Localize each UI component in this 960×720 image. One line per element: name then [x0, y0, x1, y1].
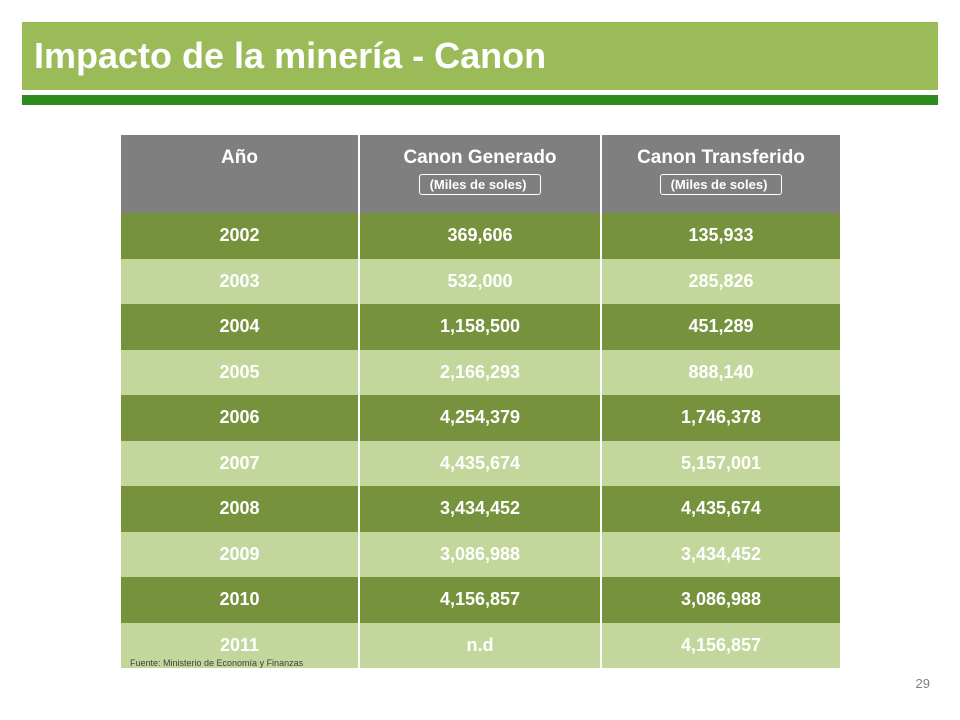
- table-row: 2004 1,158,500 451,289: [121, 304, 840, 350]
- cell-canon-transferido: 3,086,988: [600, 577, 840, 623]
- header-canon-transferido-unit: (Miles de soles): [659, 174, 783, 195]
- cell-canon-generado: n.d: [358, 622, 602, 668]
- title-bar: Impacto de la minería - Canon: [22, 22, 938, 90]
- table-row: 2007 4,435,674 5,157,001: [121, 440, 840, 486]
- table-row: 2008 3,434,452 4,435,674: [121, 486, 840, 532]
- cell-canon-generado: 4,435,674: [358, 440, 602, 486]
- header-canon-transferido-label: Canon Transferido: [637, 147, 805, 168]
- cell-canon-generado: 369,606: [358, 213, 602, 259]
- header-canon-generado: Canon Generado (Miles de soles): [358, 135, 602, 213]
- cell-canon-transferido: 135,933: [600, 213, 840, 259]
- table-row: 2003 532,000 285,826: [121, 258, 840, 304]
- cell-canon-transferido: 4,435,674: [600, 486, 840, 532]
- cell-canon-generado: 4,254,379: [358, 395, 602, 441]
- header-canon-transferido: Canon Transferido (Miles de soles): [600, 135, 840, 213]
- table-header-row: Año Canon Generado (Miles de soles) Cano…: [121, 135, 840, 213]
- cell-canon-transferido: 285,826: [600, 258, 840, 304]
- source-note: Fuente: Ministerio de Economía y Finanza…: [130, 658, 304, 668]
- cell-canon-transferido: 451,289: [600, 304, 840, 350]
- header-year-label: Año: [221, 147, 258, 168]
- cell-canon-transferido: 4,156,857: [600, 622, 840, 668]
- cell-year: 2003: [121, 258, 360, 304]
- cell-canon-generado: 2,166,293: [358, 349, 602, 395]
- table-row: 2010 4,156,857 3,086,988: [121, 577, 840, 623]
- cell-year: 2002: [121, 213, 360, 259]
- cell-canon-generado: 4,156,857: [358, 577, 602, 623]
- title-underline: [22, 95, 938, 105]
- cell-year: 2008: [121, 486, 360, 532]
- table-row: 2002 369,606 135,933: [121, 213, 840, 259]
- cell-canon-transferido: 1,746,378: [600, 395, 840, 441]
- cell-year: 2005: [121, 349, 360, 395]
- header-canon-generado-label: Canon Generado: [403, 147, 557, 168]
- cell-canon-generado: 3,086,988: [358, 531, 602, 577]
- cell-year: 2007: [121, 440, 360, 486]
- cell-canon-generado: 3,434,452: [358, 486, 602, 532]
- cell-year: 2010: [121, 577, 360, 623]
- cell-canon-generado: 532,000: [358, 258, 602, 304]
- cell-canon-transferido: 5,157,001: [600, 440, 840, 486]
- table-row: 2006 4,254,379 1,746,378: [121, 395, 840, 441]
- table-row: 2009 3,086,988 3,434,452: [121, 531, 840, 577]
- slide-title: Impacto de la minería - Canon: [34, 35, 547, 76]
- table-row: 2005 2,166,293 888,140: [121, 349, 840, 395]
- cell-year: 2011: [121, 622, 360, 668]
- page-number: 29: [915, 676, 930, 691]
- cell-canon-transferido: 3,434,452: [600, 531, 840, 577]
- cell-year: 2009: [121, 531, 360, 577]
- table-row: 2011 n.d 4,156,857: [121, 622, 840, 668]
- header-year: Año: [121, 135, 360, 213]
- cell-year: 2004: [121, 304, 360, 350]
- cell-year: 2006: [121, 395, 360, 441]
- cell-canon-generado: 1,158,500: [358, 304, 602, 350]
- cell-canon-transferido: 888,140: [600, 349, 840, 395]
- canon-table: Año Canon Generado (Miles de soles) Cano…: [121, 135, 840, 668]
- header-canon-generado-unit: (Miles de soles): [418, 174, 542, 195]
